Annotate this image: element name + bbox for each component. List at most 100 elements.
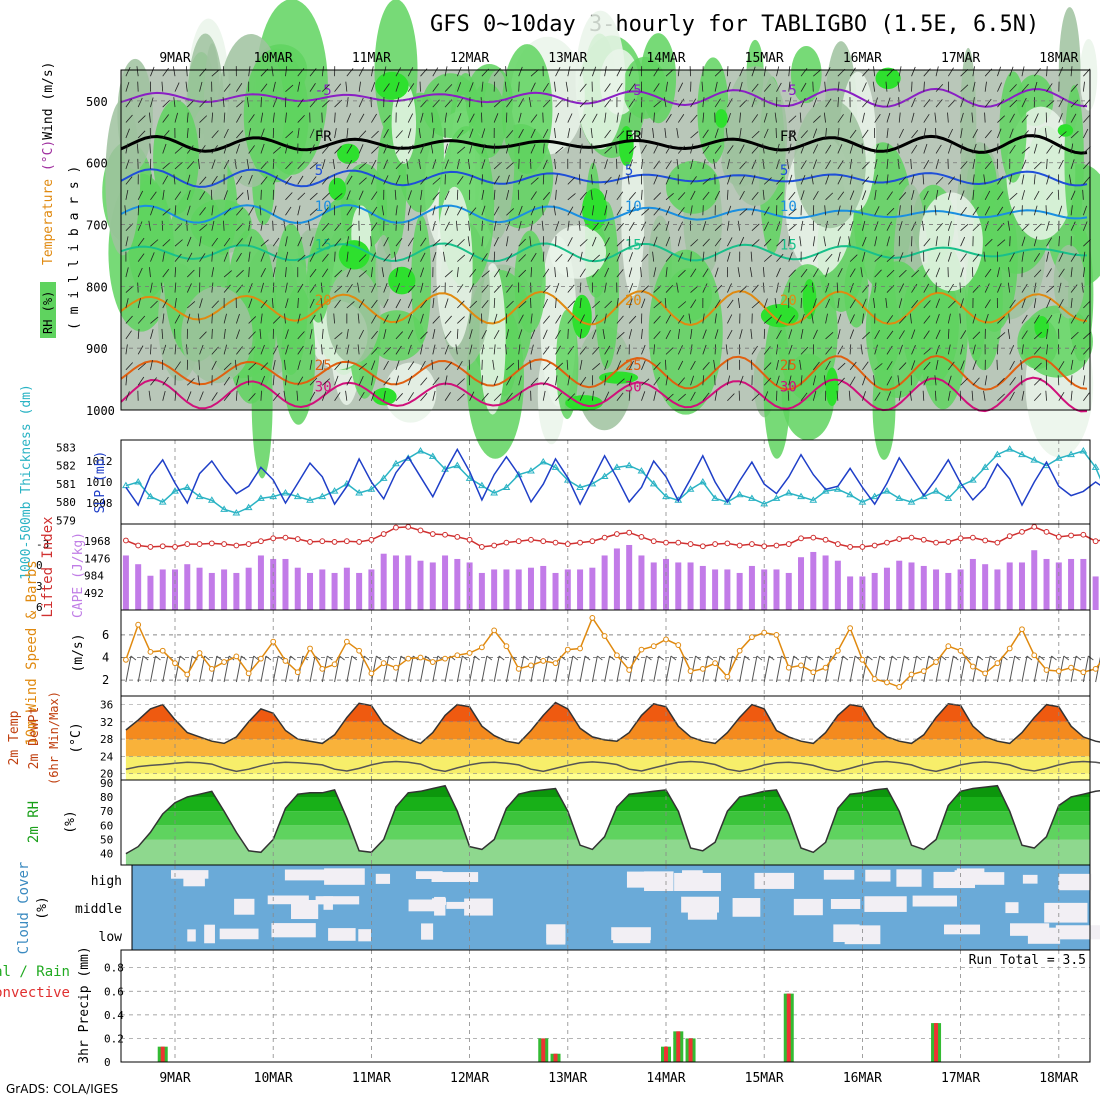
wind-barb	[763, 66, 767, 77]
wind-barb-flag	[940, 655, 947, 661]
wind-barb	[125, 655, 132, 683]
wind-barb	[285, 66, 288, 77]
wind-barb	[960, 128, 963, 139]
thickness-series-point	[723, 498, 732, 505]
wind-barb	[334, 285, 343, 293]
wind-barb-flag	[695, 655, 701, 661]
wind-barb	[381, 205, 385, 216]
wind-barb	[358, 130, 367, 139]
thickness-tick: 582	[56, 460, 76, 473]
wind-barb	[272, 220, 274, 231]
lifted-index-series-point	[626, 529, 633, 536]
wind-speed-series-point	[908, 671, 915, 678]
wind-barb	[198, 158, 200, 169]
wind-barb	[1008, 313, 1011, 324]
thickness-series-point	[932, 487, 940, 494]
wind-barb	[616, 206, 623, 216]
precip-bar-convective	[664, 1046, 668, 1062]
precip-legend-total: Total / Rain	[0, 964, 70, 980]
wind-barb	[1009, 299, 1016, 309]
wind-barb	[161, 81, 164, 92]
wind-barb	[923, 347, 932, 355]
wind-barb	[246, 158, 250, 169]
wind-barb	[125, 315, 133, 324]
wind-barb	[236, 207, 244, 216]
wind-barb	[677, 192, 686, 201]
cape-bar	[122, 555, 129, 610]
wind-barb	[677, 145, 686, 154]
wind-barb	[407, 267, 413, 278]
wind-barb	[788, 223, 797, 232]
wind-barb	[334, 344, 338, 355]
wind-barb	[432, 329, 436, 339]
wind-barb	[567, 143, 571, 154]
wind-barb	[309, 144, 315, 154]
wind-barb	[457, 129, 464, 139]
wind-barb	[664, 297, 667, 309]
wind-barb	[383, 314, 389, 324]
li-tick: 6	[36, 601, 43, 614]
wind-barb	[1082, 375, 1086, 386]
wind-speed-series-point	[491, 627, 498, 634]
wind-barb	[923, 376, 929, 386]
wind-barb	[665, 359, 667, 370]
wind-barb	[481, 143, 486, 154]
thickness-series-point	[465, 474, 474, 481]
wind-barb-flag	[732, 655, 738, 661]
wind-barb	[997, 82, 1002, 92]
wind-barb	[235, 313, 240, 324]
wind-barb	[553, 205, 556, 216]
lifted-index-series-point	[798, 535, 804, 542]
wind-barb	[174, 82, 180, 92]
thickness-series-point	[330, 487, 339, 494]
cape-bar	[392, 555, 399, 610]
wind-barb	[248, 145, 255, 154]
wind-barb	[285, 84, 294, 92]
wind-barb	[604, 146, 613, 154]
wind-barb	[1033, 282, 1037, 293]
wind-barb	[248, 283, 253, 293]
wind-barb	[211, 175, 218, 185]
wind-speed-series-point	[712, 660, 718, 667]
wind-barb	[162, 313, 165, 324]
wind-barb	[320, 282, 323, 293]
wind-barb	[714, 81, 718, 92]
thickness-series-point	[477, 481, 486, 489]
wind-barb	[455, 344, 458, 355]
wind-barb	[407, 220, 410, 231]
wind-barb	[506, 174, 510, 185]
cape-bar	[577, 569, 584, 610]
wind-barb	[469, 269, 477, 278]
lifted-index-series-point	[270, 535, 277, 542]
wind-barb	[898, 66, 902, 77]
cloud-clear-patch	[546, 924, 566, 943]
wind-barb	[960, 655, 967, 683]
lifted-index-series-point	[184, 541, 191, 547]
wind-barb	[776, 359, 779, 370]
cloud-clear-patch	[408, 899, 437, 912]
wind-barb	[776, 267, 781, 278]
wind-barb	[886, 97, 891, 108]
wind-barb	[321, 391, 327, 401]
rh-region	[865, 261, 930, 399]
wind-barb	[935, 189, 939, 200]
wind-barb	[997, 191, 1004, 201]
wind-barb	[776, 282, 779, 293]
wind-barb	[555, 655, 562, 683]
wind-barb	[984, 161, 992, 170]
rh-region	[105, 99, 141, 256]
thickness-series-point	[367, 485, 376, 492]
thickness-series-point	[257, 494, 265, 501]
wind-barb	[162, 67, 169, 77]
wind-barb	[1082, 189, 1084, 200]
wind-barb	[211, 313, 213, 324]
wind-barb	[628, 315, 637, 324]
wind-barb	[898, 97, 900, 108]
wind-barb	[714, 237, 722, 247]
wind-barb	[714, 251, 717, 262]
date-label-top: 17MAR	[941, 51, 980, 66]
wind-barb	[628, 375, 633, 386]
wind-barb-flag	[867, 655, 873, 661]
cape-bar	[208, 572, 215, 610]
